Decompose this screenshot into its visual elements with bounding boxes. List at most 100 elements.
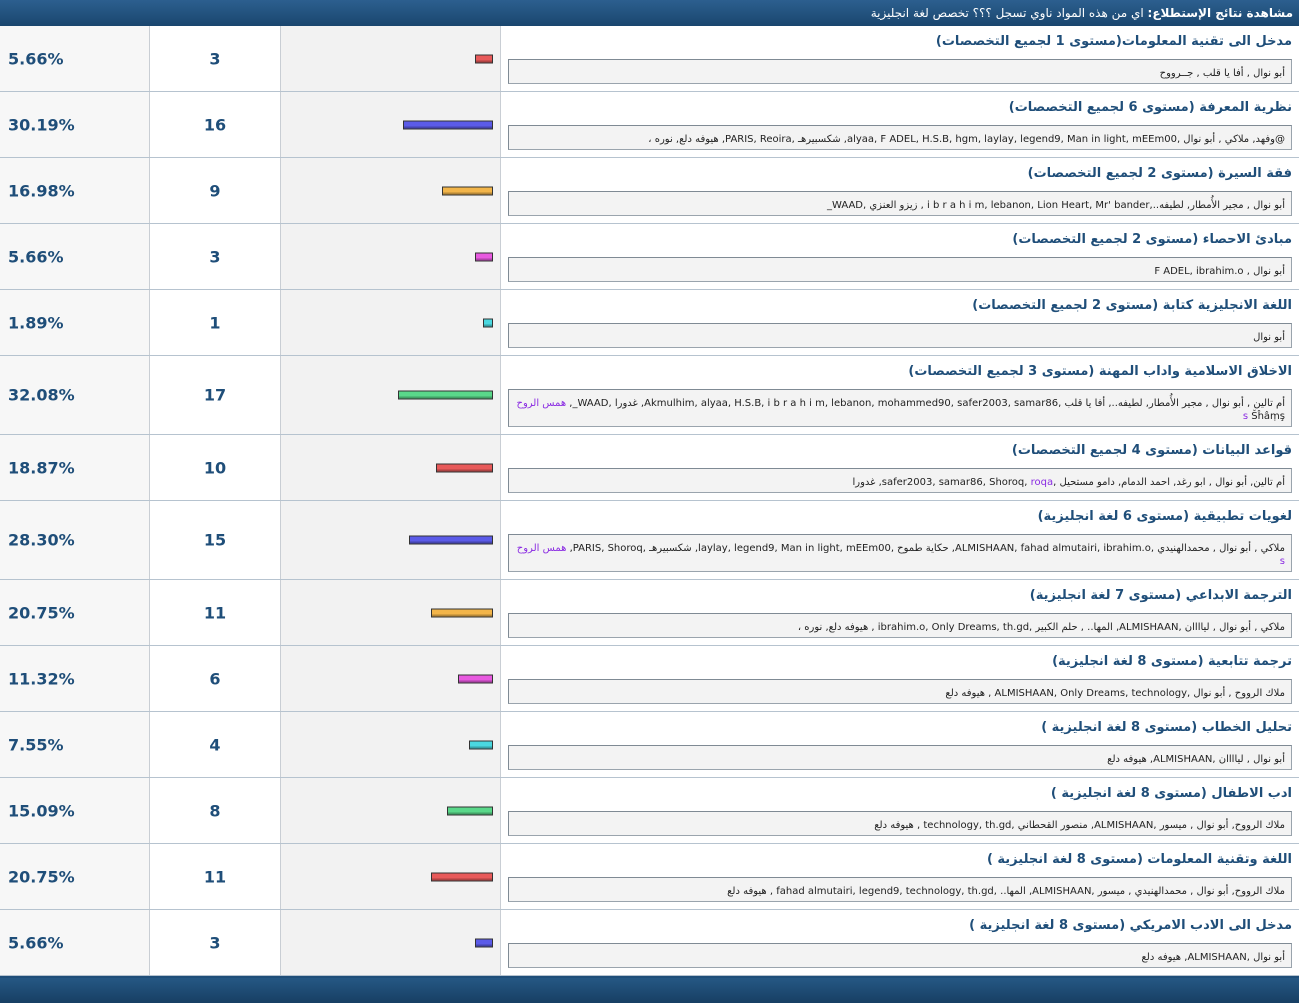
option-cell: ترجمة تتابعية (مستوى 8 لغة انجليزية) ملاك…	[501, 646, 1299, 711]
option-voters: ملاك الرووح, أبو نوال , ميسور ,ALMISHAAN…	[874, 820, 1285, 831]
option-voters-box[interactable]: أبو نوال	[508, 323, 1292, 348]
option-percent: 5.66%	[8, 933, 64, 952]
option-result-bar	[458, 674, 493, 683]
option-percent: 16.98%	[8, 181, 75, 200]
option-voter-highlight[interactable]: همس الروح s	[516, 398, 1249, 422]
option-votes: 10	[203, 458, 227, 477]
option-voters-box[interactable]: أبو نوال , مجير الأُمطار, لطيفه..,i b r …	[508, 191, 1292, 216]
option-cell: تحليل الخطاب (مستوى 8 لغة انجليزية ) أبو …	[501, 712, 1299, 777]
option-voters-box[interactable]: ملاكي , أبو نوال , محمدالهنيدي ,ALMISHAA…	[508, 534, 1292, 572]
option-result-bar	[475, 54, 493, 63]
poll-option-row: 1.89% 1 اللغة الانجليزية كتابة (مستوى 2 لج…	[0, 290, 1299, 356]
option-percent: 20.75%	[8, 603, 75, 622]
option-voters-box[interactable]: أبو نوال , F ADEL, ibrahim.o	[508, 257, 1292, 282]
poll-results-table: 5.66% 3 مدخل الى تقنية المعلومات(مستوى 1 ل…	[0, 26, 1299, 976]
option-voters-box[interactable]: ملاك الرووح , أبو نوال ,ALMISHAAN, Only …	[508, 679, 1292, 704]
option-voters: أبو نوال ,ALMISHAAN, هيوفه دلع	[1141, 952, 1285, 963]
option-result-bar	[447, 806, 493, 815]
option-title: نظرية المعرفة (مستوى 6 لجميع التخصصات)	[1008, 100, 1292, 115]
option-votes-cell: 16	[150, 92, 281, 157]
option-bar-cell	[281, 92, 501, 157]
option-votes-cell: 6	[150, 646, 281, 711]
option-voters-tail: , غدورا	[852, 477, 882, 488]
option-result-bar	[436, 463, 493, 472]
option-percent-cell: 5.66%	[0, 224, 150, 289]
option-percent: 20.75%	[8, 867, 75, 886]
option-votes: 6	[209, 669, 221, 688]
option-voter-highlight[interactable]: roqa	[1030, 477, 1054, 488]
option-bar-cell	[281, 712, 501, 777]
option-votes-cell: 15	[150, 501, 281, 579]
option-bar-cell	[281, 910, 501, 975]
option-voters-box[interactable]: @وفهد, ملاكي , أبو نوال ,alyaa, F ADEL, …	[508, 125, 1292, 150]
option-votes: 3	[209, 49, 221, 68]
option-title: ترجمة تتابعية (مستوى 8 لغة انجليزية)	[1052, 654, 1292, 669]
poll-option-row: 5.66% 3 مدخل الى تقنية المعلومات(مستوى 1 ل…	[0, 26, 1299, 92]
option-percent: 11.32%	[8, 669, 75, 688]
option-voters: ملاكي , أبو نوال , محمدالهنيدي ,ALMISHAA…	[569, 543, 1285, 554]
option-votes: 4	[209, 735, 221, 754]
option-voters-box[interactable]: أبو نوال , أفا يا قلب , جــرووح	[508, 59, 1292, 84]
option-votes: 3	[209, 933, 221, 952]
option-cell: مدخل الى الادب الامريكي (مستوى 8 لغة انج…	[501, 910, 1299, 975]
option-voters: أبو نوال , مجير الأُمطار, لطيفه..,i b r …	[826, 200, 1285, 211]
poll-option-row: 15.09% 8 ادب الاطفال (مستوى 8 لغة انجليزية…	[0, 778, 1299, 844]
option-voter-highlight[interactable]: همس الروح s	[516, 543, 1285, 567]
option-cell: نظرية المعرفة (مستوى 6 لجميع التخصصات) @و…	[501, 92, 1299, 157]
option-percent-cell: 18.87%	[0, 435, 150, 500]
poll-header-label: مشاهدة نتائج الإستطلاع:	[1147, 6, 1293, 20]
option-title: ادب الاطفال (مستوى 8 لغة انجليزية )	[1050, 786, 1292, 801]
option-bar-cell	[281, 435, 501, 500]
option-percent: 5.66%	[8, 49, 64, 68]
option-percent: 18.87%	[8, 458, 75, 477]
option-bar-cell	[281, 224, 501, 289]
option-cell: اللغة وتقنية المعلومات (مستوى 8 لغة انجل…	[501, 844, 1299, 909]
option-voters: أبو نوال , لياااان ,ALMISHAAN, هيوفه دلع	[1107, 754, 1285, 765]
option-result-bar	[469, 740, 493, 749]
option-voters: ملاكي , أبو نوال , لياااان ,ALMISHAAN, ا…	[797, 622, 1285, 633]
option-title: قواعد البيانات (مستوى 4 لجميع التخصصات)	[1011, 443, 1292, 458]
option-result-bar	[403, 120, 493, 129]
option-voters-box[interactable]: أم تالين , أبو نوال , مجير الأُمطار, لطي…	[508, 389, 1292, 427]
option-voters-box[interactable]: ملاك الرووح, أبو نوال , ميسور ,ALMISHAAN…	[508, 811, 1292, 836]
option-votes-cell: 4	[150, 712, 281, 777]
option-percent-cell: 16.98%	[0, 158, 150, 223]
option-title: الاخلاق الاسلامية واداب المهنة (مستوى 3 …	[908, 364, 1292, 379]
option-bar-cell	[281, 158, 501, 223]
poll-option-row: 20.75% 11 الترجمة الابداعي (مستوى 7 لغة ان…	[0, 580, 1299, 646]
option-title: فقة السيرة (مستوى 2 لجميع التخصصات)	[1027, 166, 1292, 181]
option-votes: 11	[203, 867, 227, 886]
option-votes: 8	[209, 801, 221, 820]
poll-header: مشاهدة نتائج الإستطلاع: اي من هذه المواد…	[0, 0, 1299, 26]
option-percent: 32.08%	[8, 385, 75, 405]
option-votes: 16	[203, 115, 227, 134]
option-voters: أم تالين , أبو نوال , مجير الأُمطار, لطي…	[569, 398, 1285, 409]
option-result-bar	[431, 608, 493, 617]
poll-option-row: 5.66% 3 مبادئ الاحصاء (مستوى 2 لجميع التخص…	[0, 224, 1299, 290]
option-bar-cell	[281, 26, 501, 91]
option-voters: أبو نوال , أفا يا قلب , جــرووح	[1159, 68, 1285, 79]
option-voters-box[interactable]: أبو نوال ,ALMISHAAN, هيوفه دلع	[508, 943, 1292, 968]
option-cell: مبادئ الاحصاء (مستوى 2 لجميع التخصصات) أب…	[501, 224, 1299, 289]
option-votes-cell: 11	[150, 844, 281, 909]
option-votes: 17	[203, 385, 227, 405]
option-result-bar	[442, 186, 493, 195]
option-voters-box[interactable]: أبو نوال , لياااان ,ALMISHAAN, هيوفه دلع	[508, 745, 1292, 770]
option-percent-cell: 32.08%	[0, 356, 150, 434]
option-voters-box[interactable]: ملاك الرووح, أبو نوال , محمدالهنيدي , مي…	[508, 877, 1292, 902]
option-voters-box[interactable]: ملاكي , أبو نوال , لياااان ,ALMISHAAN, ا…	[508, 613, 1292, 638]
option-percent-cell: 15.09%	[0, 778, 150, 843]
option-cell: لغويات تطبيقية (مستوى 6 لغة انجليزية) ملا…	[501, 501, 1299, 579]
option-bar-cell	[281, 844, 501, 909]
option-votes-cell: 9	[150, 158, 281, 223]
option-title: الترجمة الابداعي (مستوى 7 لغة انجليزية)	[1029, 588, 1292, 603]
poll-option-row: 32.08% 17 الاخلاق الاسلامية واداب المهنة (…	[0, 356, 1299, 435]
option-bar-cell	[281, 356, 501, 434]
option-votes-cell: 3	[150, 26, 281, 91]
option-title: تحليل الخطاب (مستوى 8 لغة انجليزية )	[1041, 720, 1292, 735]
option-cell: مدخل الى تقنية المعلومات(مستوى 1 لجميع ا…	[501, 26, 1299, 91]
option-votes: 1	[209, 313, 221, 332]
option-voters-box[interactable]: أم تالين, أبو نوال , ابو رغد, احمد الدما…	[508, 468, 1292, 493]
option-percent: 7.55%	[8, 735, 64, 754]
